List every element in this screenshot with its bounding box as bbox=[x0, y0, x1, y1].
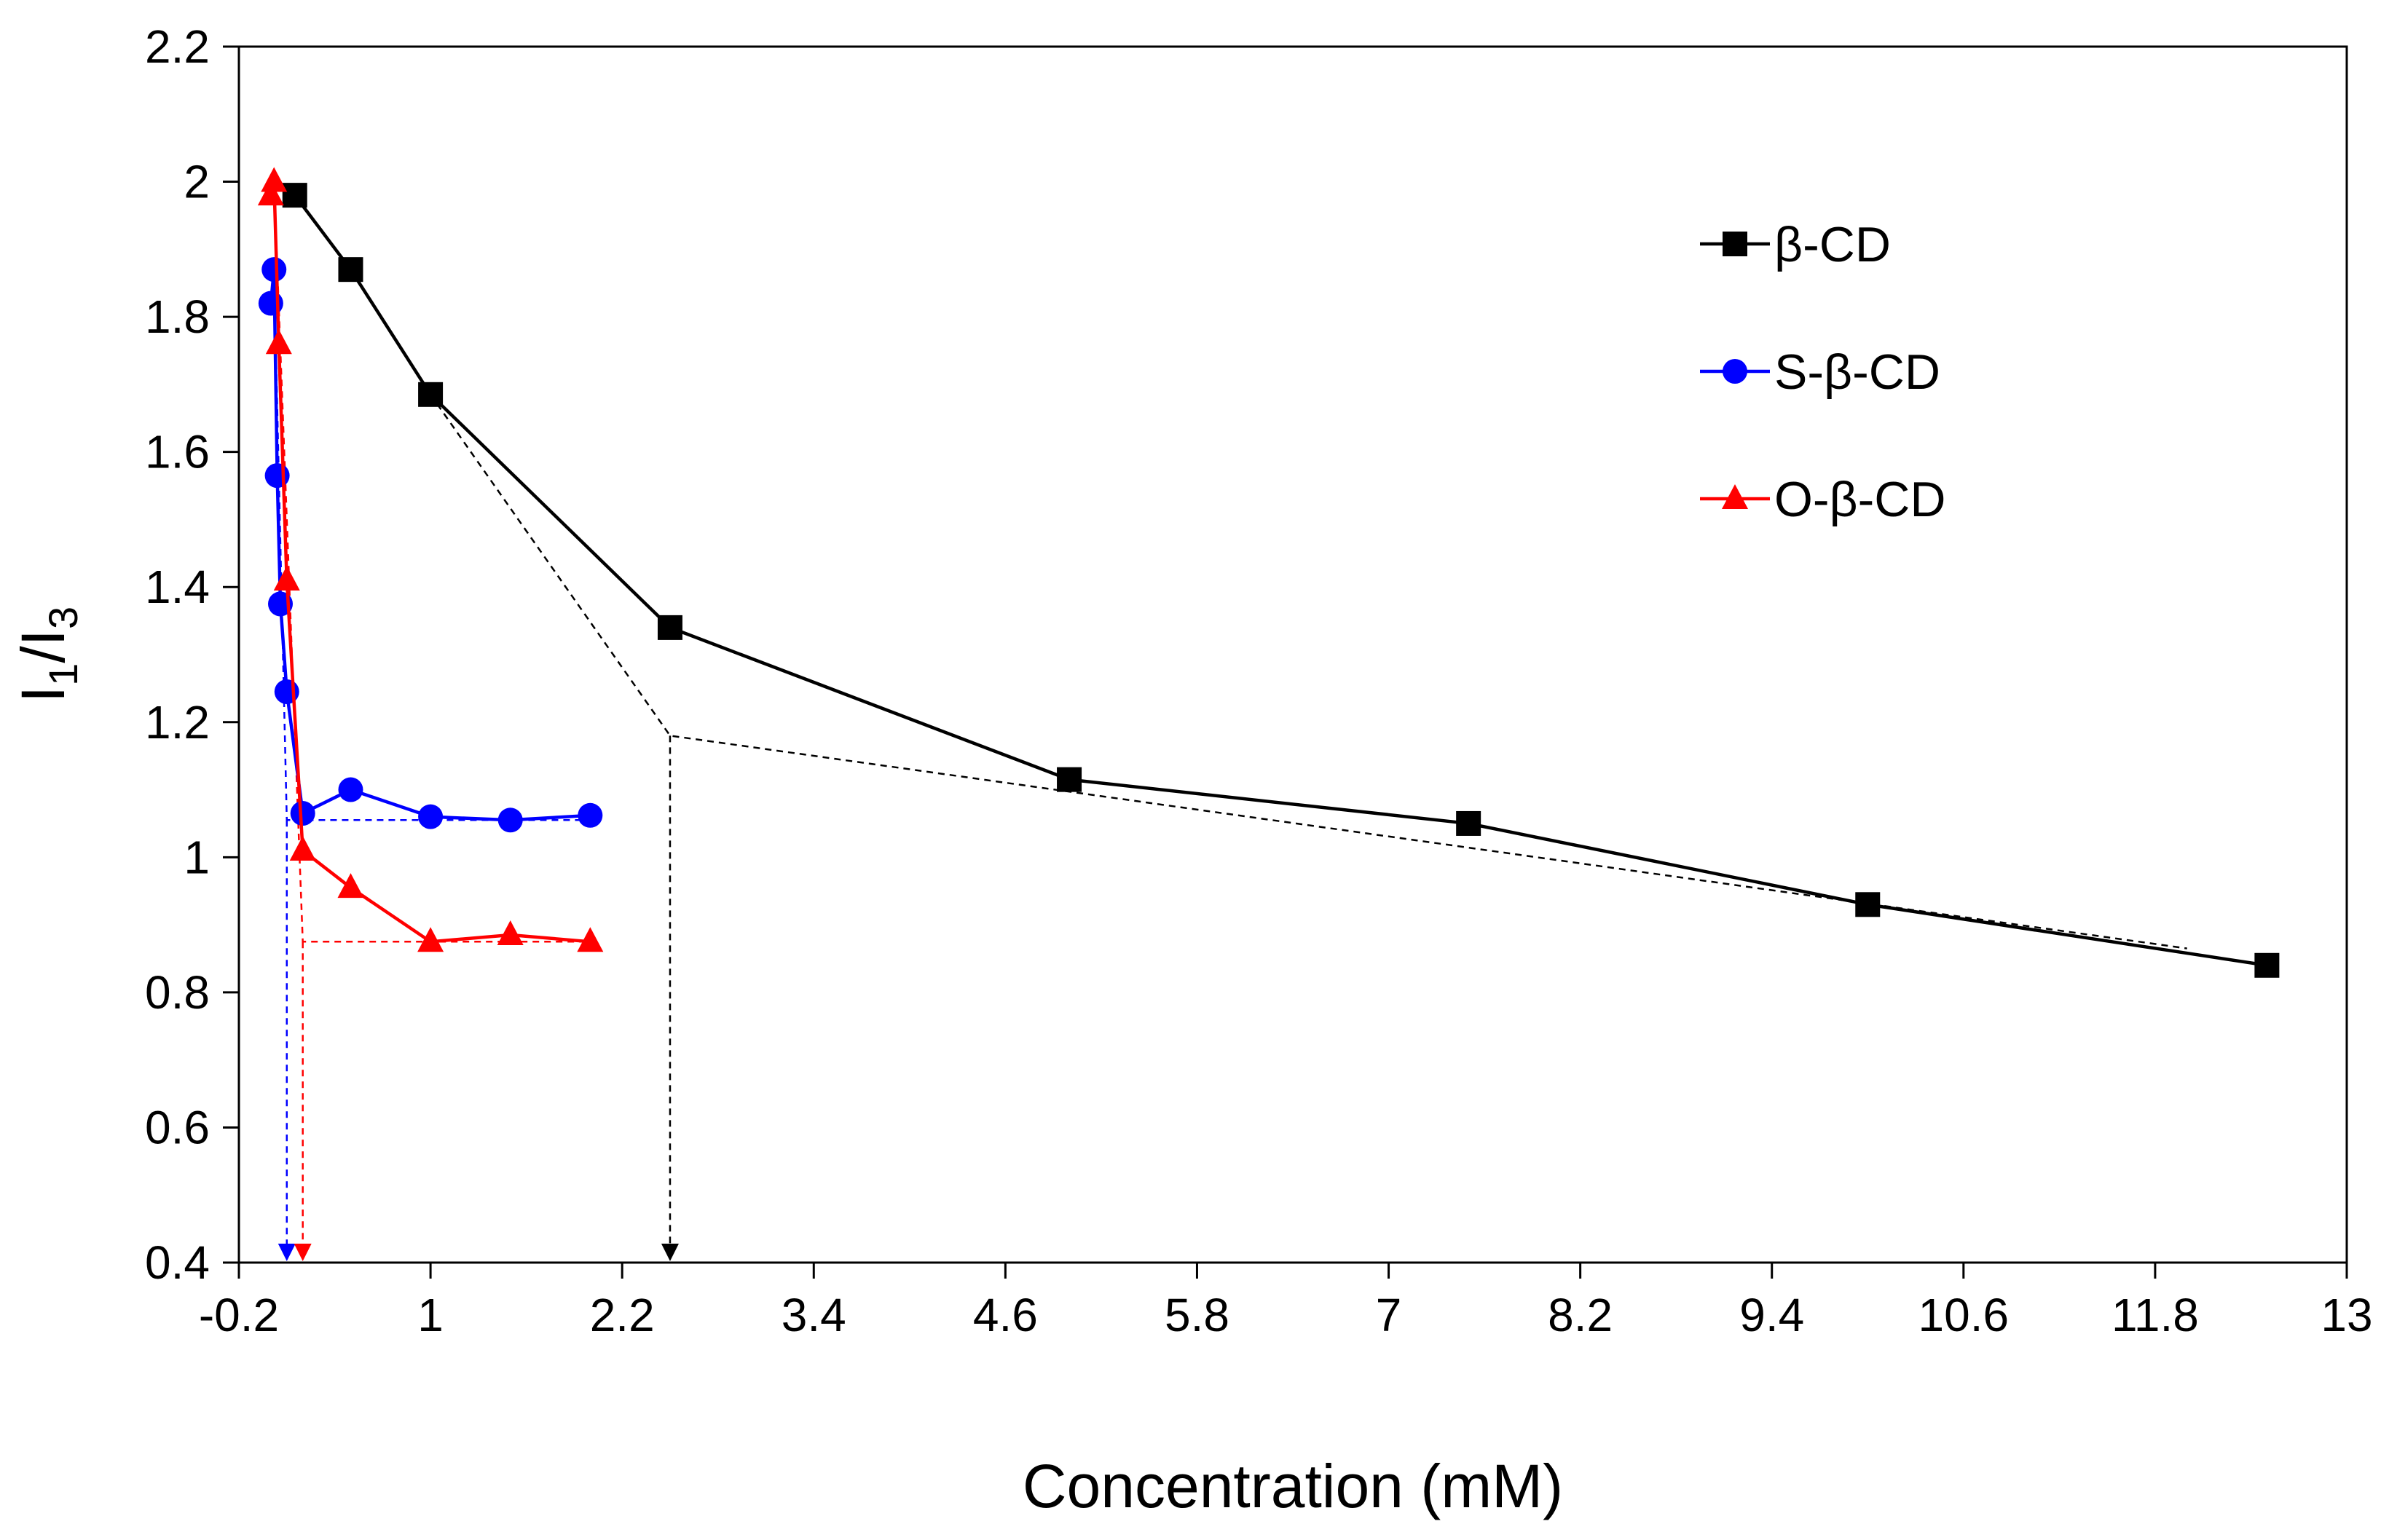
y-axis-title-base: I bbox=[9, 686, 77, 703]
data-point-o-cd bbox=[261, 167, 288, 192]
data-point-o-cd bbox=[273, 565, 300, 591]
guide-lines bbox=[272, 181, 2187, 1261]
data-point-o-cd bbox=[257, 181, 284, 206]
legend-label-o-cd: O-β-CD bbox=[1774, 472, 1946, 527]
y-tick-label: 0.8 bbox=[145, 966, 210, 1019]
x-tick-label: 3.4 bbox=[782, 1289, 846, 1341]
x-tick-label: 11.8 bbox=[2111, 1289, 2199, 1341]
plot-frame bbox=[237, 45, 2348, 1264]
x-tick-label: 13 bbox=[2321, 1289, 2372, 1341]
legend-swatch-marker-cd bbox=[1723, 232, 1747, 256]
legend-label-s-cd: S-β-CD bbox=[1774, 344, 1940, 400]
data-point-o-cd bbox=[265, 329, 292, 355]
guide-line-1 bbox=[430, 394, 2187, 949]
data-point-cd bbox=[2254, 952, 2280, 978]
legend-swatch-marker-o-cd bbox=[1722, 484, 1748, 509]
legend-item-o-cd: O-β-CD bbox=[1700, 472, 1946, 527]
x-tick-label: 8.2 bbox=[1548, 1289, 1613, 1341]
data-point-o-cd bbox=[337, 873, 364, 899]
axis-ticks: -0.2 1 2.2 3.4 4.6 5.8 7 8.2 9.4 10.6 11.8 130.40.6… bbox=[145, 20, 2373, 1341]
y-tick-label: 2.2 bbox=[145, 20, 210, 73]
y-tick-label: 1.2 bbox=[145, 696, 210, 749]
guide-arrow-head-2 bbox=[278, 1244, 296, 1261]
plot-area-border bbox=[237, 45, 2348, 1264]
guide-arrow-head-3 bbox=[294, 1244, 312, 1261]
data-point-o-cd bbox=[417, 927, 444, 952]
series-o-cd bbox=[257, 167, 604, 952]
y-axis-title-sub-1: 1 bbox=[40, 663, 86, 686]
x-tick-label: 1 bbox=[417, 1289, 444, 1341]
series-line-cd bbox=[293, 194, 2267, 968]
data-point-o-cd bbox=[497, 920, 524, 946]
x-tick-label: 9.4 bbox=[1739, 1289, 1804, 1341]
data-point-s-cd bbox=[264, 463, 290, 489]
y-axis-title: I1/I3 bbox=[9, 607, 86, 703]
legend-item-s-cd: S-β-CD bbox=[1700, 344, 1940, 400]
data-point-cd bbox=[282, 183, 307, 208]
x-tick-label: 2.2 bbox=[590, 1289, 655, 1341]
data-point-cd bbox=[418, 382, 444, 407]
data-point-o-cd bbox=[289, 836, 316, 861]
y-tick-label: 2 bbox=[184, 156, 210, 208]
legend-label-cd: β-CD bbox=[1774, 217, 1891, 272]
y-axis-title-slash: / bbox=[9, 646, 77, 663]
x-tick-label: 5.8 bbox=[1165, 1289, 1229, 1341]
guide-arrow-head-1 bbox=[661, 1244, 679, 1261]
x-tick-label: -0.2 bbox=[199, 1289, 279, 1341]
y-axis-title-base-2: I bbox=[9, 629, 77, 646]
legend-swatch-marker-s-cd bbox=[1723, 359, 1747, 384]
y-tick-label: 1.4 bbox=[145, 561, 210, 613]
y-tick-label: 1 bbox=[184, 831, 210, 883]
y-tick-label: 0.4 bbox=[145, 1236, 210, 1289]
data-point-cd bbox=[657, 615, 682, 640]
data-point-s-cd bbox=[497, 807, 523, 833]
data-point-cd bbox=[338, 257, 363, 283]
data-point-s-cd bbox=[338, 777, 363, 802]
y-tick-label: 1.6 bbox=[145, 426, 210, 478]
series-s-cd bbox=[258, 257, 603, 833]
legend-item-cd: β-CD bbox=[1700, 217, 1891, 272]
y-tick-label: 1.8 bbox=[145, 291, 210, 343]
x-tick-label: 10.6 bbox=[1918, 1289, 2010, 1341]
x-tick-label: 4.6 bbox=[973, 1289, 1038, 1341]
series-cd bbox=[282, 183, 2280, 978]
data-series bbox=[257, 167, 2280, 978]
data-point-s-cd bbox=[418, 804, 444, 829]
data-point-s-cd bbox=[261, 257, 287, 283]
data-point-cd bbox=[1057, 767, 1082, 792]
series-line-s-cd bbox=[269, 267, 591, 822]
y-tick-label: 0.6 bbox=[145, 1101, 210, 1153]
x-tick-label: 7 bbox=[1376, 1289, 1402, 1341]
data-point-s-cd bbox=[290, 801, 315, 826]
data-point-cd bbox=[1456, 810, 1481, 836]
y-axis-title-sub-2: 3 bbox=[40, 607, 86, 629]
data-point-s-cd bbox=[578, 802, 603, 828]
guide-line-2 bbox=[272, 269, 591, 821]
data-point-o-cd bbox=[577, 927, 604, 952]
data-point-cd bbox=[1855, 892, 1881, 917]
legend: β-CD S-β-CD O-β-CD bbox=[1700, 217, 1946, 527]
x-axis-title: Concentration (mM) bbox=[1023, 1452, 1563, 1520]
